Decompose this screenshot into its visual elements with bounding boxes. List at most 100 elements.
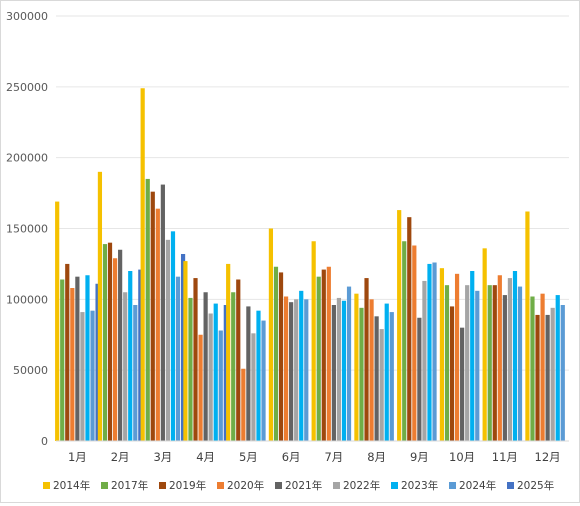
x-tick-label: 10月 [449,450,475,464]
bar-2021年-7月 [331,305,336,441]
y-tick-label: 250000 [6,81,48,94]
bar-2025年-4月 [223,305,228,441]
x-axis-tick-labels: 1月 2月 3月 4月 5月 6月 7月 8月 9月 10月 11月 12月 [68,450,561,464]
bar-2020年-7月 [326,266,331,441]
bar-2021年-6月 [289,302,294,441]
legend-label: 2020年 [227,479,264,492]
bar-2021年-1月 [75,276,80,441]
x-tick-label: 7月 [324,450,343,464]
bar-2017年-6月 [273,266,279,441]
bar-2021年-4月 [203,292,208,441]
bar-2024年-1月 [90,310,95,441]
bar-2024年-5月 [261,320,266,441]
bar-2025年-1月 [95,283,100,441]
bar-2022年-8月 [379,329,384,441]
y-tick-label: 0 [41,435,48,448]
bar-2025年-3月 [180,254,186,441]
bar-2024年-8月 [389,312,394,441]
bar-2024年-4月 [218,330,223,441]
bar-2017年-2月 [102,244,108,441]
bar-2019年-3月 [150,191,155,441]
bar-2014年-4月 [183,261,188,441]
bar-2023年-12月 [555,295,560,441]
x-tick-label: 6月 [282,450,301,464]
bar-2022年-6月 [294,299,299,441]
bar-2022年-10月 [465,285,470,441]
x-tick-label: 5月 [239,450,258,464]
legend: 2014年 2017年 2019年 2020年 2021年 2022年 2023年 2024年… [43,479,554,492]
legend-swatch [275,482,282,489]
bar-2022年-11月 [507,278,513,441]
bar-2025年-2月 [138,269,143,441]
x-tick-label: 4月 [196,450,215,464]
bar-2023年-11月 [512,271,518,441]
x-tick-label: 3月 [153,450,172,464]
bar-2017年-12月 [530,296,535,441]
legend-label: 2025年 [517,479,554,492]
bars [55,88,565,442]
bar-2014年-12月 [525,211,530,441]
bar-2021年-9月 [417,317,422,441]
bar-2022年-4月 [208,313,213,441]
bar-2024年-11月 [517,286,523,441]
legend-label: 2017年 [111,479,148,492]
legend-swatch [507,482,514,489]
bar-2024年-9月 [432,262,437,441]
bar-2022年-5月 [251,333,256,441]
bar-2020年-4月 [198,334,203,441]
bar-2024年-2月 [133,305,138,441]
bar-2023年-7月 [341,300,347,441]
bar-2014年-9月 [397,210,402,441]
bar-2024年-10月 [475,290,480,441]
legend-swatch [43,482,50,489]
bar-2023年-4月 [213,303,218,441]
legend-swatch [449,482,456,489]
bar-2023年-6月 [299,290,304,441]
y-tick-label: 300000 [6,10,48,23]
bar-2023年-2月 [128,271,133,441]
bar-2014年-11月 [482,248,487,441]
bar-2021年-5月 [246,306,251,441]
bar-2017年-5月 [231,292,236,441]
legend-label: 2023年 [401,479,438,492]
bar-2020年-11月 [497,275,502,441]
bar-2017年-1月 [60,279,65,441]
bar-2020年-3月 [155,208,160,441]
bar-2017年-3月 [145,178,150,442]
bar-2014年-6月 [268,228,274,441]
legend-label: 2021年 [285,479,322,492]
legend-label: 2022年 [343,479,380,492]
y-tick-label: 200000 [6,152,48,165]
bar-2020年-2月 [112,258,118,441]
bar-2017年-11月 [487,285,492,441]
x-tick-label: 1月 [68,450,87,464]
bar-2023年-1月 [85,275,90,441]
bar-2019年-10月 [449,306,455,441]
bar-2020年-9月 [412,245,417,441]
bar-2017年-4月 [188,297,193,441]
bar-2019年-11月 [492,285,497,441]
bar-2021年-12月 [545,314,550,441]
bar-2021年-3月 [160,184,165,441]
x-tick-label: 11月 [492,450,518,464]
bar-2019年-6月 [278,272,284,441]
bar-2014年-5月 [226,263,231,441]
bar-2023年-9月 [427,263,432,441]
bar-2023年-3月 [170,231,176,441]
x-tick-label: 2月 [111,450,130,464]
bar-2019年-7月 [321,269,326,441]
bar-2020年-12月 [540,293,545,441]
legend-label: 2014年 [53,479,90,492]
bar-2024年-3月 [175,276,181,441]
bar-2023年-5月 [256,310,261,441]
bar-2022年-7月 [336,297,342,441]
bar-2020年-1月 [70,288,75,441]
bar-2014年-7月 [311,241,316,441]
bar-2023年-10月 [470,271,475,441]
bar-2017年-8月 [359,307,364,441]
bar-2014年-1月 [55,201,60,441]
bar-2020年-6月 [283,296,289,441]
bar-2022年-3月 [165,239,171,441]
bar-2020年-10月 [454,273,460,441]
bar-2017年-10月 [444,285,450,441]
